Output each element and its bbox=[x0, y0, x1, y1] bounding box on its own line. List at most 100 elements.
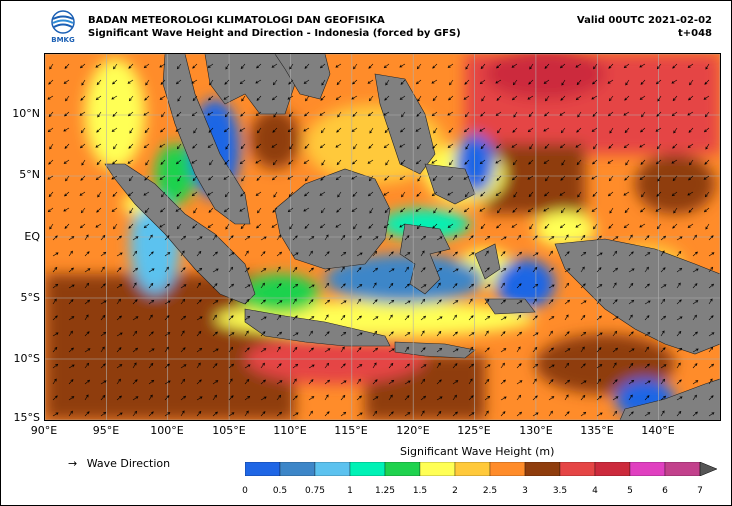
wave-arrow bbox=[304, 223, 310, 229]
wave-arrow bbox=[432, 223, 438, 229]
wave-arrow bbox=[516, 283, 522, 289]
wave-arrow bbox=[660, 267, 666, 273]
wave-arrow bbox=[324, 348, 331, 353]
wave-arrow bbox=[353, 63, 358, 70]
wave-arrow bbox=[63, 79, 70, 84]
wave-arrow bbox=[79, 111, 86, 116]
wave-arrow bbox=[415, 159, 422, 165]
wave-arrow bbox=[260, 362, 265, 369]
wave-arrow bbox=[529, 143, 534, 150]
wave-arrow bbox=[607, 191, 614, 197]
wave-arrow bbox=[496, 63, 502, 69]
wave-arrow bbox=[468, 346, 474, 353]
wave-arrow bbox=[532, 378, 537, 385]
wave-arrow bbox=[385, 159, 390, 166]
wave-arrow bbox=[628, 234, 633, 241]
wave-arrow bbox=[416, 111, 422, 117]
wave-arrow bbox=[676, 330, 682, 337]
wave-arrow bbox=[368, 143, 374, 149]
wave-arrow bbox=[255, 191, 262, 196]
wave-arrow bbox=[224, 79, 230, 85]
wave-arrow bbox=[324, 299, 331, 305]
wave-arrow bbox=[100, 300, 107, 305]
wave-arrow bbox=[356, 267, 362, 273]
lon-label-125e: 125°E bbox=[457, 424, 491, 437]
wave-arrow bbox=[128, 63, 134, 69]
wave-arrow bbox=[655, 159, 662, 165]
wave-arrow bbox=[596, 395, 602, 401]
wave-arrow bbox=[463, 127, 470, 133]
wave-arrow bbox=[164, 412, 171, 417]
wave-arrow bbox=[356, 347, 362, 353]
wave-arrow bbox=[388, 379, 395, 385]
wave-arrow bbox=[340, 251, 347, 257]
wave-arrow bbox=[704, 159, 710, 165]
wave-arrow bbox=[324, 411, 330, 417]
wave-arrow bbox=[196, 347, 203, 353]
wave-arrow bbox=[84, 394, 89, 401]
wave-arrow bbox=[399, 223, 406, 228]
wave-arrow bbox=[672, 95, 678, 102]
wave-arrow bbox=[672, 223, 678, 229]
wave-arrow bbox=[48, 111, 54, 118]
wave-arrow bbox=[180, 364, 187, 369]
wave-arrow bbox=[544, 191, 550, 197]
wave-arrow bbox=[271, 223, 278, 228]
arrow-right-icon: → bbox=[68, 457, 78, 470]
wave-arrow bbox=[561, 159, 566, 166]
wave-arrow bbox=[527, 207, 534, 213]
wave-arrow bbox=[500, 282, 505, 289]
wave-arrow bbox=[353, 143, 358, 150]
wave-arrow bbox=[452, 251, 458, 257]
wave-arrow bbox=[192, 95, 198, 102]
wave-arrow bbox=[257, 207, 262, 214]
wave-arrow bbox=[52, 332, 59, 337]
wave-arrow bbox=[692, 394, 697, 401]
wave-arrow bbox=[64, 111, 70, 117]
wave-arrow bbox=[484, 250, 489, 257]
wave-arrow bbox=[676, 316, 683, 321]
wave-arrow bbox=[448, 207, 454, 213]
wave-arrow bbox=[671, 191, 678, 197]
wave-arrow bbox=[708, 346, 714, 353]
wave-arrow bbox=[577, 191, 582, 198]
wave-arrow bbox=[159, 95, 166, 100]
wave-arrow bbox=[639, 95, 646, 100]
wave-arrow bbox=[96, 159, 102, 166]
wave-arrow bbox=[177, 95, 182, 102]
wave-arrow bbox=[340, 411, 347, 417]
wave-arrow bbox=[479, 79, 486, 85]
wave-arrow bbox=[673, 207, 678, 214]
wave-arrow bbox=[160, 127, 166, 133]
wave-arrow bbox=[468, 252, 475, 257]
wave-arrow bbox=[100, 234, 106, 241]
wave-arrow bbox=[196, 299, 202, 305]
wave-arrow bbox=[240, 111, 246, 117]
wave-arrow bbox=[404, 235, 410, 241]
wave-arrow bbox=[176, 111, 182, 117]
wave-arrow bbox=[308, 364, 315, 369]
wave-arrow bbox=[496, 95, 502, 101]
wave-arrow bbox=[212, 348, 219, 353]
wave-arrow bbox=[500, 348, 507, 353]
wave-arrow bbox=[575, 95, 582, 101]
wave-arrow bbox=[180, 330, 185, 337]
lon-label-130e: 130°E bbox=[519, 424, 553, 437]
wave-arrow bbox=[52, 346, 58, 353]
wave-arrow bbox=[703, 95, 710, 100]
lon-label-100e: 100°E bbox=[150, 424, 184, 437]
wave-arrow bbox=[400, 159, 406, 165]
wave-arrow bbox=[436, 267, 443, 273]
wave-arrow bbox=[687, 223, 694, 228]
wave-arrow bbox=[452, 300, 459, 305]
wave-arrow bbox=[452, 411, 458, 417]
wave-arrow bbox=[208, 127, 214, 133]
wave-arrow bbox=[500, 299, 506, 305]
wave-arrow bbox=[463, 95, 470, 100]
wave-arrow bbox=[292, 395, 298, 401]
wave-arrow bbox=[452, 363, 458, 369]
wave-arrow bbox=[95, 143, 102, 148]
wave-arrow bbox=[100, 251, 107, 257]
wave-arrow bbox=[340, 346, 345, 353]
wave-arrow bbox=[623, 111, 630, 116]
